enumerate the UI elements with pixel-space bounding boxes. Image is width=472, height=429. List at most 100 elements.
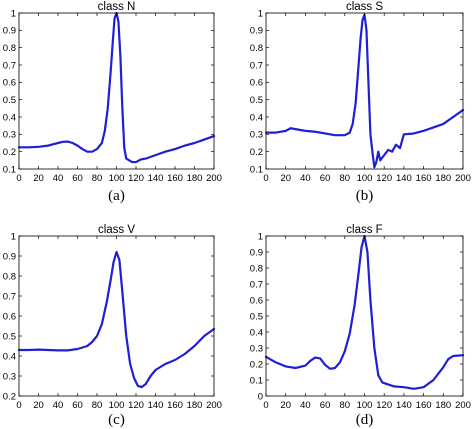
panel-caption-c: (c) xyxy=(108,412,125,428)
chart-title-a: class N xyxy=(98,1,136,13)
x-tick-label: 100 xyxy=(357,173,373,184)
y-tick-label: 0.8 xyxy=(250,43,263,54)
series-line-a xyxy=(17,11,216,164)
x-tick-label: 60 xyxy=(72,400,83,411)
chart-panel-d: 0 20 40 60 80 100 120 140 160 180 200 0 0.1 0.2 0.3 0.4… xyxy=(250,224,471,428)
x-tick-label: 160 xyxy=(416,173,432,184)
y-tick-label: 0.5 xyxy=(250,95,263,106)
x-tick-label: 140 xyxy=(148,400,164,411)
x-tick-label: 120 xyxy=(376,400,392,411)
x-tick-label: 80 xyxy=(340,173,351,184)
x-tick-label: 40 xyxy=(53,173,64,184)
x-tick-label: 160 xyxy=(167,173,183,184)
panel-caption-a: (a) xyxy=(108,188,125,204)
x-tick-label: 20 xyxy=(280,173,291,184)
x-tick-label: 180 xyxy=(435,173,451,184)
y-tick-label: 0.6 xyxy=(250,78,263,89)
x-tick-label: 100 xyxy=(109,173,125,184)
y-tick-label: 0 xyxy=(258,391,263,402)
x-tick-label: 200 xyxy=(206,173,222,184)
x-tick-label: 20 xyxy=(280,400,291,411)
y-tick-label: 0.4 xyxy=(250,112,263,123)
x-tick-label: 60 xyxy=(320,173,331,184)
chart-panel-c: 0 20 40 60 80 100 120 140 160 180 200 0.2 0.3 0.4 0.5 0… xyxy=(3,224,222,428)
y-tick-label: 0.1 xyxy=(250,164,263,175)
chart-title-b: class S xyxy=(346,1,383,13)
chart-title-d: class F xyxy=(346,224,382,236)
y-tick-label: 0.3 xyxy=(250,343,263,354)
y-tick-label: 0.5 xyxy=(3,95,16,106)
y-tick-label: 0.7 xyxy=(3,60,16,71)
x-tick-label: 20 xyxy=(33,400,44,411)
x-tick-label: 140 xyxy=(148,173,164,184)
chart-title-c: class V xyxy=(98,224,135,236)
y-tick-label: 1 xyxy=(258,8,263,19)
x-tick-label: 40 xyxy=(300,400,311,411)
y-tick-label: 0.5 xyxy=(250,311,263,322)
x-tick-label: 0 xyxy=(263,400,268,411)
y-tick-label: 0.2 xyxy=(250,147,263,158)
series-line-c xyxy=(17,250,216,389)
x-tick-label: 180 xyxy=(187,400,203,411)
x-tick-label: 100 xyxy=(357,400,373,411)
y-tick-label: 0.2 xyxy=(3,391,16,402)
y-tick-label: 0.4 xyxy=(3,351,16,362)
series-line-d xyxy=(264,234,465,390)
y-tick-label: 0.1 xyxy=(3,164,16,175)
plot-frame-d xyxy=(265,235,464,397)
x-tick-label: 200 xyxy=(206,400,222,411)
y-tick-label: 0.9 xyxy=(250,247,263,258)
y-tick-label: 0.8 xyxy=(250,263,263,274)
y-tick-label: 0.9 xyxy=(3,26,16,37)
panel-caption-d: (d) xyxy=(356,412,374,428)
y-tick-label: 0.2 xyxy=(3,147,16,158)
x-tick-label: 160 xyxy=(416,400,432,411)
y-tick-label: 0.6 xyxy=(250,295,263,306)
y-tick-label: 0.7 xyxy=(3,291,16,302)
x-tick-label: 140 xyxy=(396,173,412,184)
y-tick-label: 1 xyxy=(11,231,16,242)
x-tick-label: 0 xyxy=(16,173,21,184)
x-tick-label: 120 xyxy=(128,173,144,184)
chart-panel-b: 0 20 40 60 80 100 120 140 160 180 200 0.1 0.2 0.3 0.4 0… xyxy=(250,1,471,204)
y-tick-label: 1 xyxy=(11,8,16,19)
x-tick-label: 60 xyxy=(72,173,83,184)
x-tick-label: 80 xyxy=(92,173,103,184)
x-tick-label: 40 xyxy=(53,400,64,411)
y-tick-label: 0.9 xyxy=(250,26,263,37)
y-tick-label: 0.5 xyxy=(3,331,16,342)
x-tick-label: 120 xyxy=(376,173,392,184)
y-tick-label: 0.7 xyxy=(250,60,263,71)
plot-frame-c xyxy=(18,235,215,397)
chart-panel-a: 0 20 40 60 80 100 120 140 160 180 200 0.1 0.2 0.3 0.4 0… xyxy=(3,1,222,204)
x-tick-label: 0 xyxy=(263,173,268,184)
y-tick-label: 0.4 xyxy=(3,112,16,123)
x-tick-label: 0 xyxy=(16,400,21,411)
y-tick-label: 0.3 xyxy=(3,130,16,141)
y-tick-label: 0.8 xyxy=(3,271,16,282)
x-tick-label: 140 xyxy=(396,400,412,411)
x-tick-label: 120 xyxy=(128,400,144,411)
y-tick-label: 0.3 xyxy=(3,371,16,382)
x-tick-label: 200 xyxy=(455,400,471,411)
x-tick-label: 60 xyxy=(320,400,331,411)
y-tick-label: 0.8 xyxy=(3,43,16,54)
plot-frame-b xyxy=(265,12,464,170)
x-tick-label: 80 xyxy=(92,400,103,411)
x-tick-label: 80 xyxy=(340,400,351,411)
x-tick-label: 40 xyxy=(300,173,311,184)
y-tick-label: 0.6 xyxy=(3,311,16,322)
y-tick-label: 1 xyxy=(258,231,263,242)
y-tick-label: 0.1 xyxy=(250,375,263,386)
y-tick-label: 0.4 xyxy=(250,327,263,338)
x-tick-label: 100 xyxy=(109,400,125,411)
y-tick-label: 0.6 xyxy=(3,78,16,89)
x-tick-label: 20 xyxy=(33,173,44,184)
x-tick-label: 160 xyxy=(167,400,183,411)
x-tick-label: 200 xyxy=(455,173,471,184)
x-tick-label: 180 xyxy=(435,400,451,411)
y-tick-label: 0.7 xyxy=(250,279,263,290)
y-tick-label: 0.3 xyxy=(250,130,263,141)
y-tick-label: 0.9 xyxy=(3,251,16,262)
